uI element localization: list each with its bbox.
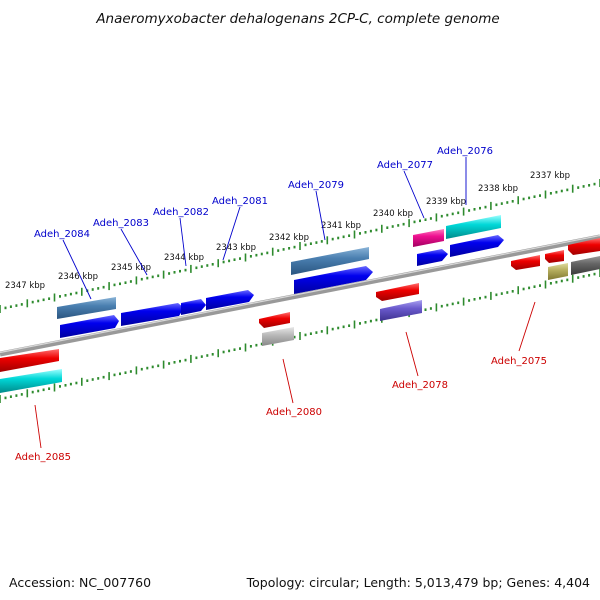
gene-label[interactable]: Adeh_2084 xyxy=(34,229,90,240)
gene-label[interactable]: Adeh_2081 xyxy=(212,196,268,207)
gene-feature[interactable] xyxy=(446,215,501,239)
kbp-label: 2337 kbp xyxy=(530,171,570,181)
leader-line xyxy=(34,404,42,449)
leader-line xyxy=(315,190,326,241)
gene-feature[interactable] xyxy=(121,303,184,326)
gene-label[interactable]: Adeh_2079 xyxy=(288,180,344,191)
gene-feature[interactable] xyxy=(380,300,422,321)
kbp-label: 2346 kbp xyxy=(58,272,98,282)
ruler-bottom xyxy=(0,269,600,403)
kbp-label: 2339 kbp xyxy=(426,197,466,207)
leader-line xyxy=(518,301,536,352)
gene-labels: Adeh_2084 Adeh_2083 Adeh_2082 Adeh_2081 … xyxy=(15,146,547,463)
genes-minus-strand xyxy=(0,238,600,393)
leader-line xyxy=(405,331,419,377)
leader-line xyxy=(222,206,241,261)
label-leaders xyxy=(34,157,536,449)
gene-feature[interactable] xyxy=(376,283,419,301)
gene-feature[interactable] xyxy=(548,263,568,280)
gene-label[interactable]: Adeh_2075 xyxy=(491,356,547,367)
genome-backbone-highlight xyxy=(0,234,600,354)
gene-feature[interactable] xyxy=(568,238,600,255)
genome-backbone xyxy=(0,234,600,357)
kbp-label: 2343 kbp xyxy=(216,243,256,253)
gene-label[interactable]: Adeh_2085 xyxy=(15,452,71,463)
gene-feature[interactable] xyxy=(413,229,444,247)
kbp-label: 2347 kbp xyxy=(5,281,45,291)
accession-text: Accession: NC_007760 xyxy=(9,575,151,590)
genes-plus-strand xyxy=(57,215,504,338)
gene-feature[interactable] xyxy=(259,312,290,328)
gene-feature[interactable] xyxy=(181,299,206,315)
gene-feature[interactable] xyxy=(545,250,564,263)
gene-label[interactable]: Adeh_2083 xyxy=(93,218,149,229)
gene-feature[interactable] xyxy=(57,297,116,319)
leader-line xyxy=(62,239,92,300)
gene-feature[interactable] xyxy=(60,315,119,338)
gene-label[interactable]: Adeh_2080 xyxy=(266,407,322,418)
gene-feature[interactable] xyxy=(262,327,294,346)
kbp-label: 2338 kbp xyxy=(478,184,518,194)
gene-label[interactable]: Adeh_2076 xyxy=(437,146,493,157)
leader-line xyxy=(282,358,294,404)
genome-summary-text: Topology: circular; Length: 5,013,479 bp… xyxy=(246,575,590,590)
gene-feature[interactable] xyxy=(0,369,62,393)
gene-feature[interactable] xyxy=(206,290,254,310)
leader-line xyxy=(403,170,425,219)
gene-feature[interactable] xyxy=(294,266,373,294)
gene-label[interactable]: Adeh_2082 xyxy=(153,207,209,218)
gene-feature[interactable] xyxy=(450,235,504,257)
kbp-labels: 2347 kbp 2346 kbp 2345 kbp 2344 kbp 2343… xyxy=(5,171,570,291)
kbp-label: 2341 kbp xyxy=(321,221,361,231)
gene-feature[interactable] xyxy=(291,247,369,275)
gene-feature[interactable] xyxy=(417,249,448,266)
kbp-label: 2344 kbp xyxy=(164,253,204,263)
leader-line xyxy=(179,217,187,267)
kbp-label: 2342 kbp xyxy=(269,233,309,243)
map-title: Anaeromyxobacter dehalogenans 2CP-C, com… xyxy=(95,11,499,27)
kbp-label: 2345 kbp xyxy=(111,263,151,273)
leader-line xyxy=(120,228,148,276)
gene-feature[interactable] xyxy=(511,255,540,270)
kbp-label: 2340 kbp xyxy=(373,209,413,219)
gene-feature[interactable] xyxy=(571,256,600,275)
ruler-top xyxy=(0,179,600,313)
gene-feature[interactable] xyxy=(0,349,59,372)
gene-label[interactable]: Adeh_2077 xyxy=(377,160,433,171)
gene-label[interactable]: Adeh_2078 xyxy=(392,380,448,391)
